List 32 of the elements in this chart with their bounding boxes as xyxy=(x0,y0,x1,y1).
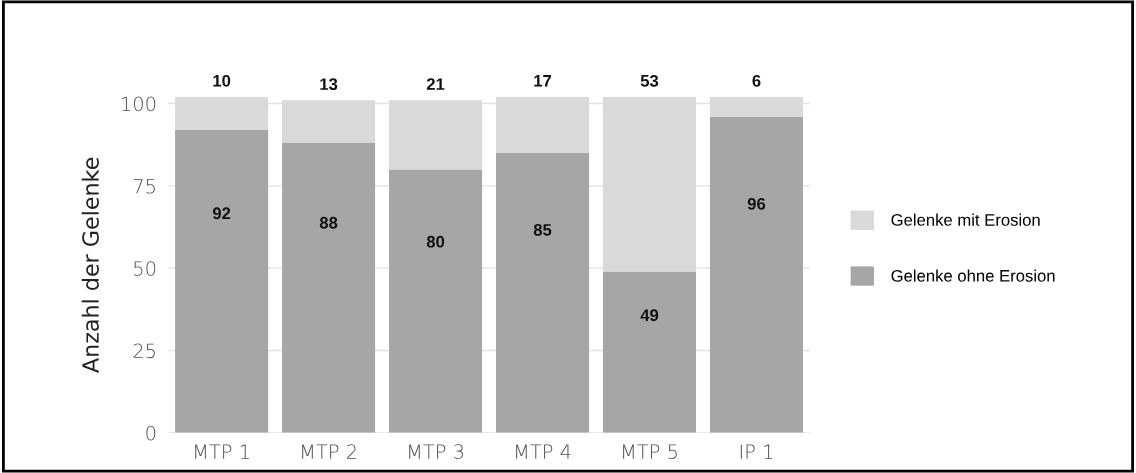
data-label: 85 xyxy=(533,223,552,236)
data-label: 13 xyxy=(320,78,338,91)
data-label: 53 xyxy=(640,74,659,87)
y-tick-label: 0 xyxy=(146,425,156,441)
legend-label: Gelenke mit Erosion xyxy=(891,213,1040,226)
data-label: 49 xyxy=(640,309,659,322)
y-axis-title: Anzahl der Gelenke xyxy=(81,157,99,373)
x-tick-label: MTP 1 xyxy=(195,444,249,459)
data-label: 21 xyxy=(426,78,445,90)
data-label: 6 xyxy=(752,74,761,87)
data-label: 10 xyxy=(213,74,231,87)
x-tick-label: MTP 4 xyxy=(516,444,571,459)
data-label: 92 xyxy=(212,207,231,220)
y-tick-label: 25 xyxy=(133,343,155,359)
data-label: 88 xyxy=(319,216,338,229)
bar xyxy=(282,143,376,433)
bar xyxy=(175,129,269,433)
bar xyxy=(709,116,804,433)
x-tick-label: MTP 5 xyxy=(623,444,677,459)
bar xyxy=(602,271,697,433)
bar xyxy=(496,152,590,433)
y-tick-label: 75 xyxy=(133,179,155,194)
data-label: 96 xyxy=(747,197,766,210)
legend-label: Gelenke ohne Erosion xyxy=(891,269,1055,282)
y-tick-label: 50 xyxy=(134,261,156,276)
data-label: 80 xyxy=(426,235,445,248)
x-tick-label: MTP 3 xyxy=(409,444,463,459)
bar xyxy=(389,169,483,433)
x-tick-label: IP 1 xyxy=(740,444,773,459)
data-label: 17 xyxy=(534,75,552,87)
y-tick-label: 100 xyxy=(122,96,156,112)
x-tick-label: MTP 2 xyxy=(302,444,357,459)
